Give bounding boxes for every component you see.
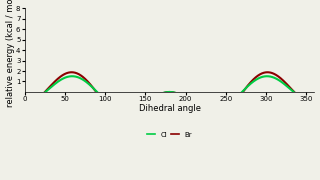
Y-axis label: relative energy (kcal / mol): relative energy (kcal / mol) — [5, 0, 14, 107]
X-axis label: Dihedral angle: Dihedral angle — [139, 103, 201, 112]
Legend: Cl, Br: Cl, Br — [144, 129, 195, 141]
